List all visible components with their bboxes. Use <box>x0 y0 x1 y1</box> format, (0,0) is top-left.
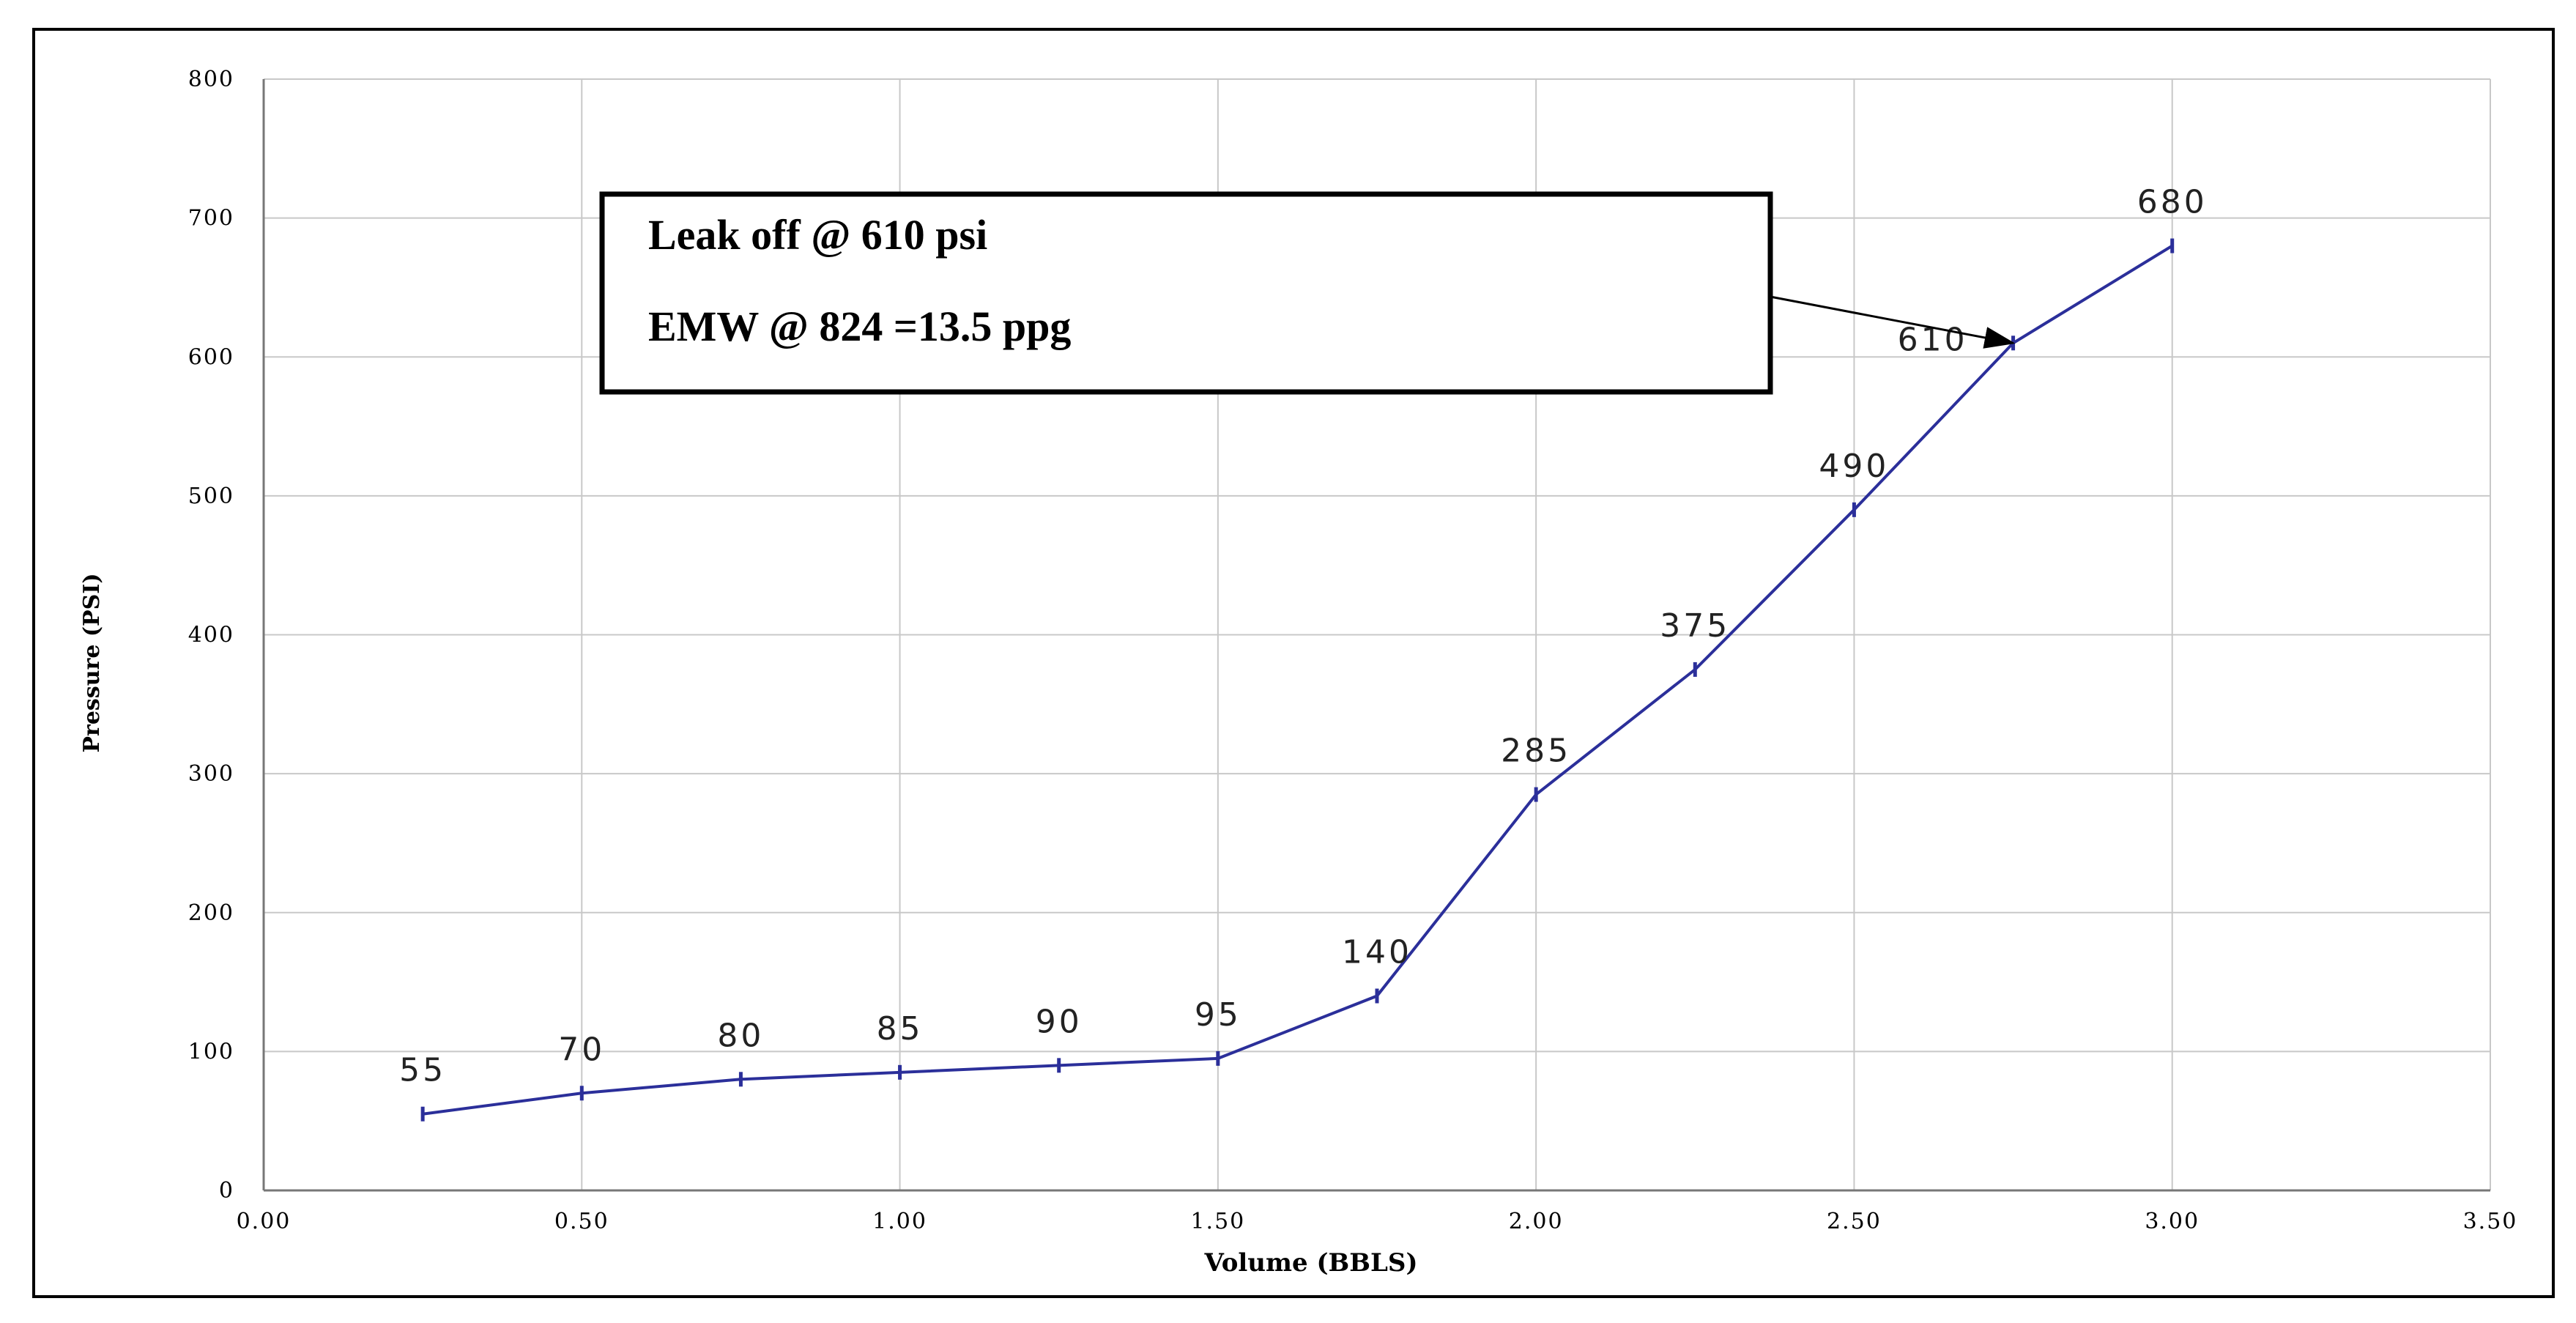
leak-off-annotation: Leak off @ 610 psi EMW @ 824 =13.5 ppg <box>599 191 2016 395</box>
annotation-line-1: Leak off @ 610 psi <box>648 211 987 259</box>
x-tick-label: 2.00 <box>1509 1209 1564 1234</box>
annotation-box <box>599 191 1773 395</box>
y-axis-title: Pressure (PSI) <box>79 573 105 752</box>
y-tick-label: 0 <box>219 1178 234 1204</box>
data-point-label: 55 <box>399 1052 446 1089</box>
x-tick-label: 0.00 <box>237 1209 292 1234</box>
data-point-label: 490 <box>1819 448 1889 485</box>
x-tick-label: 1.50 <box>1190 1209 1245 1234</box>
data-point-label: 140 <box>1342 934 1412 971</box>
axes <box>262 79 2490 1192</box>
annotation-arrow <box>1770 295 2016 349</box>
y-tick-label: 100 <box>188 1039 234 1064</box>
series-line <box>422 244 2173 1116</box>
data-point-label: 375 <box>1660 607 1730 645</box>
y-tick-label: 500 <box>188 483 234 509</box>
x-tick-label: 0.50 <box>554 1209 609 1234</box>
data-point-label: 70 <box>558 1031 605 1068</box>
x-tick-label: 2.50 <box>1827 1209 1882 1234</box>
data-point-label: 90 <box>1036 1003 1083 1040</box>
x-axis-title: Volume (BBLS) <box>1203 1248 1417 1278</box>
data-point-label: 85 <box>877 1010 924 1048</box>
y-tick-label: 800 <box>188 67 234 92</box>
annotation-line-2: EMW @ 824 =13.5 ppg <box>648 303 1071 350</box>
tick-labels: 0 100 200 300 400 500 600 700 800 0.00 0.50 1.00 1.5… <box>188 67 2518 1234</box>
y-tick-label: 400 <box>188 623 234 648</box>
y-tick-label: 600 <box>188 344 234 370</box>
y-tick-label: 700 <box>188 206 234 231</box>
data-point-label: 680 <box>2137 184 2208 221</box>
data-point-label: 95 <box>1195 996 1241 1034</box>
x-tick-label: 3.00 <box>2145 1209 2200 1234</box>
y-tick-label: 200 <box>188 900 234 926</box>
data-point-label: 80 <box>717 1017 764 1054</box>
x-tick-label: 3.50 <box>2463 1209 2518 1234</box>
data-point-label: 285 <box>1501 733 1571 770</box>
x-tick-label: 1.00 <box>872 1209 927 1234</box>
y-tick-label: 300 <box>188 761 234 787</box>
